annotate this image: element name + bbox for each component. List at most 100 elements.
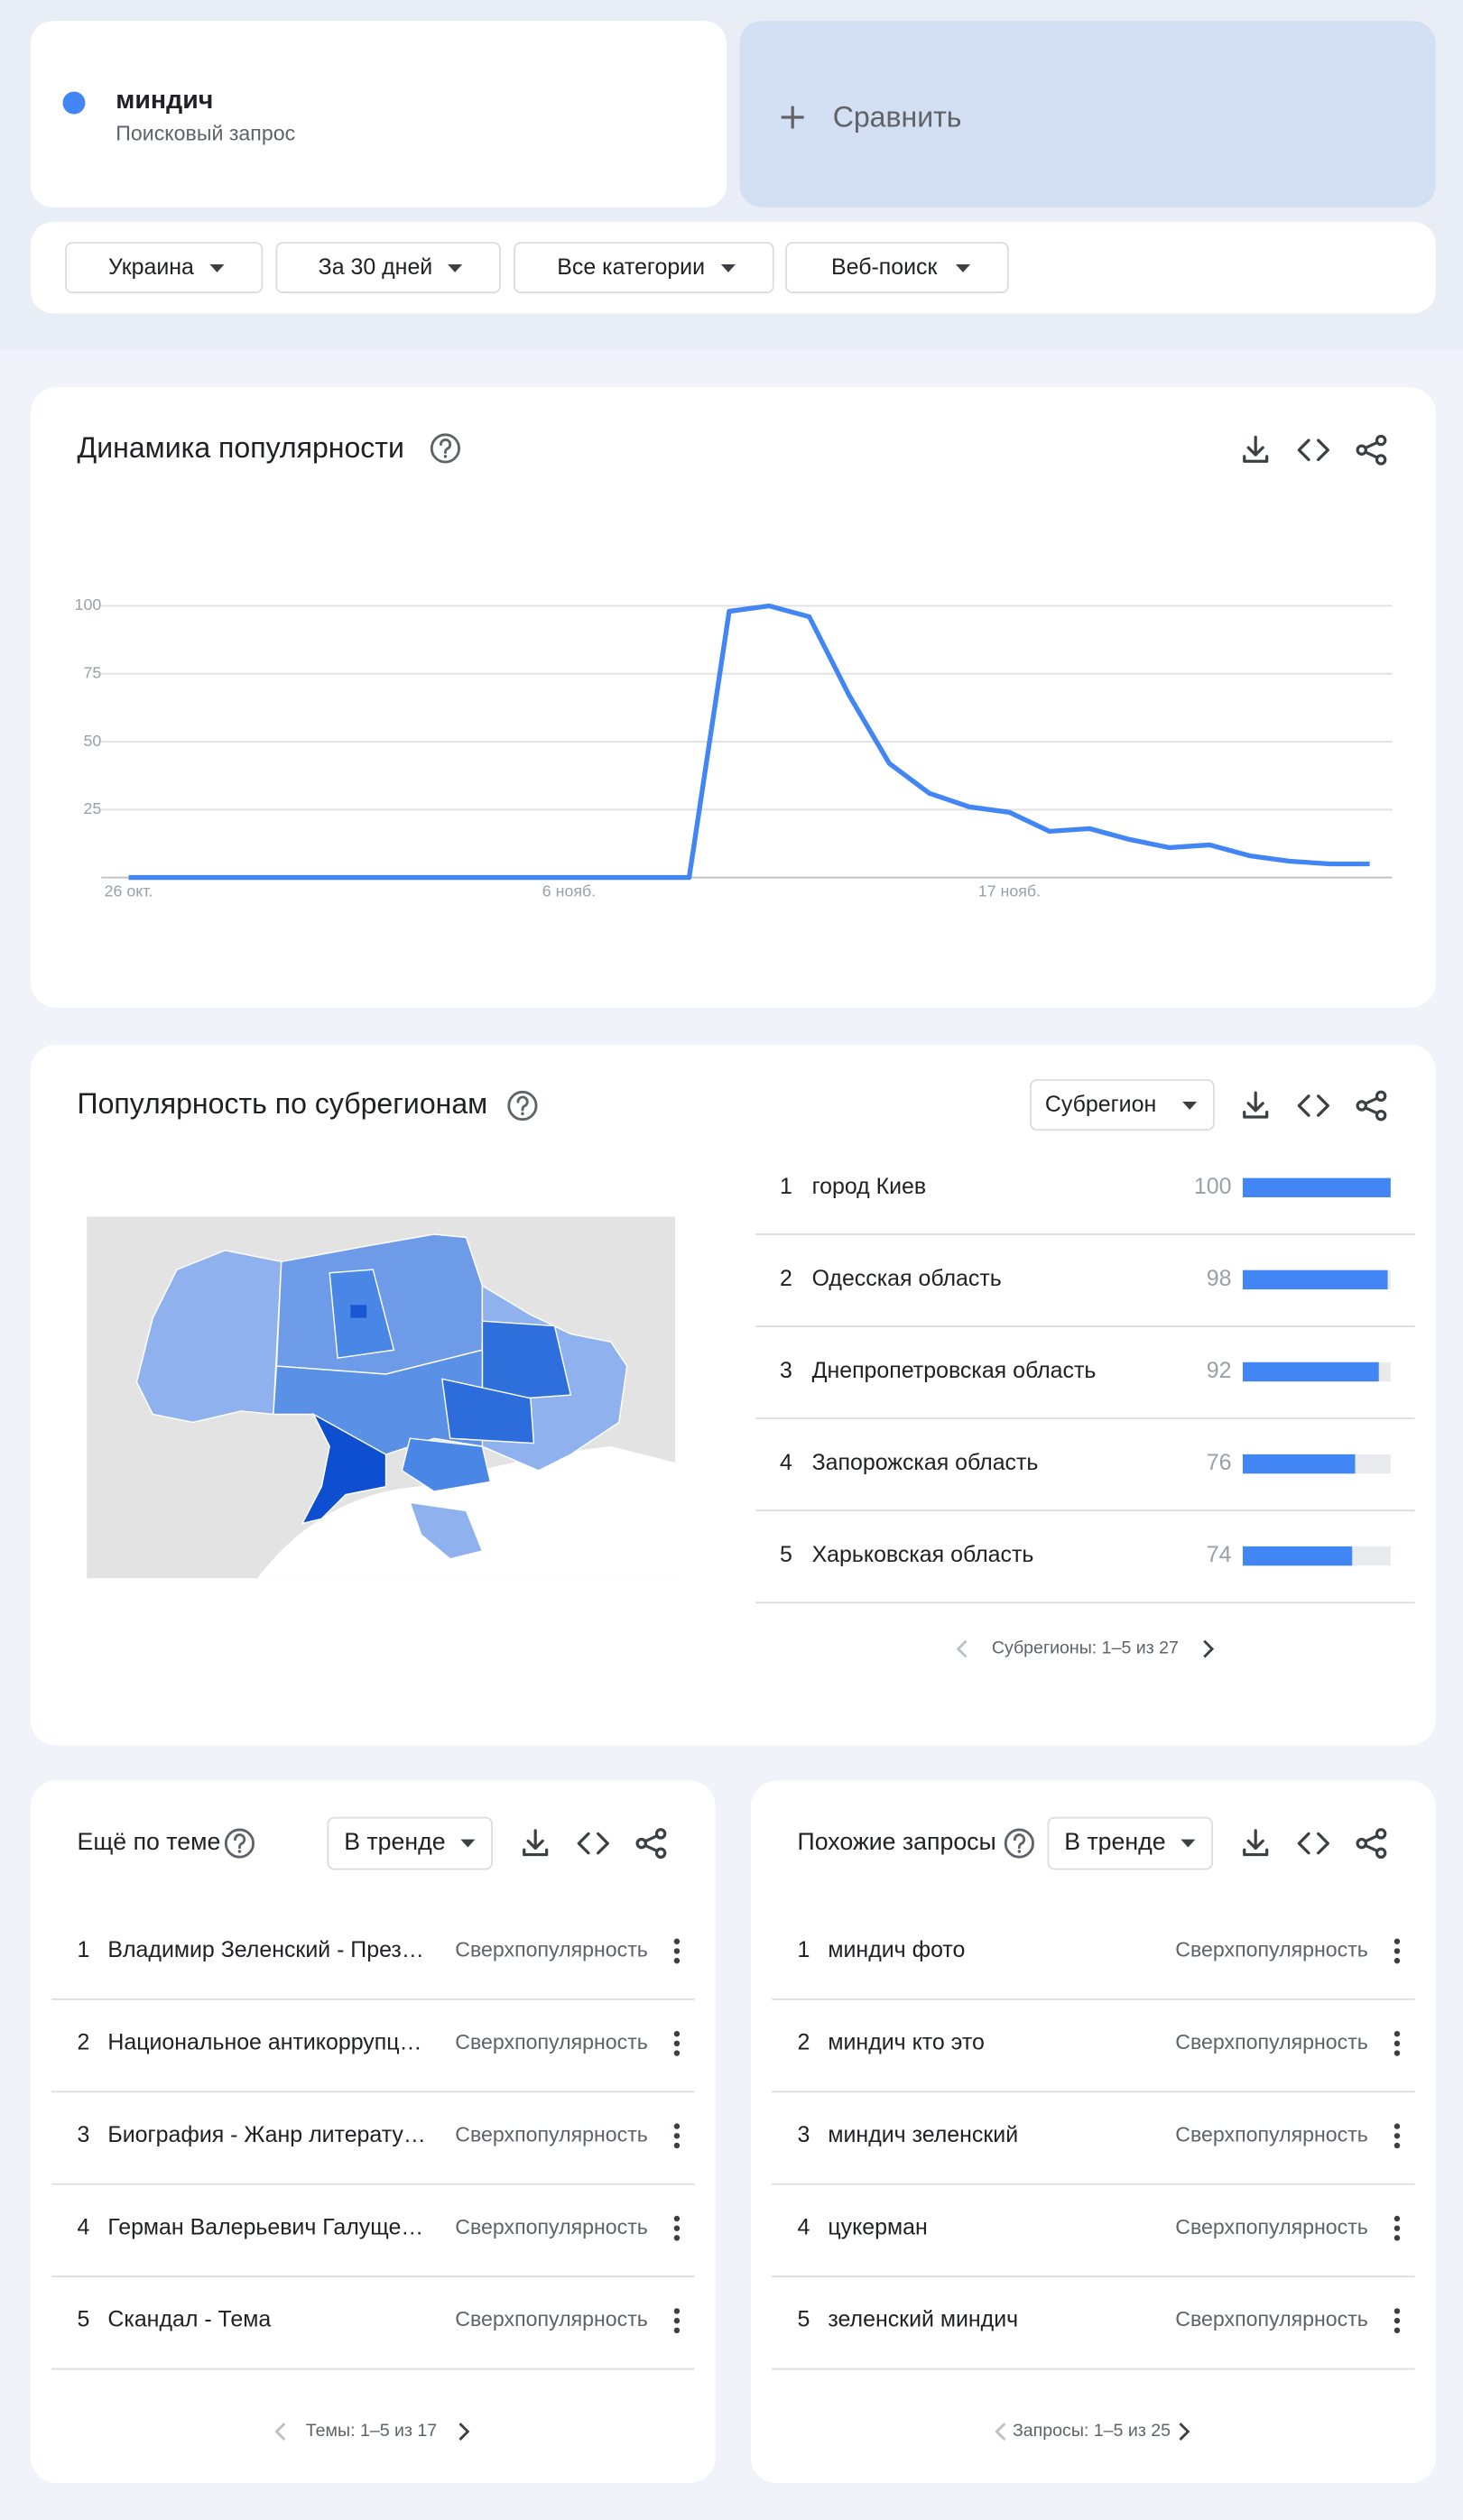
timeline-title: Динамика популярности <box>78 431 404 464</box>
timeline-card <box>30 387 1436 1008</box>
x-tick-label: 26 окт. <box>105 882 153 900</box>
pagination: Субрегионы: 1–5 из 27 <box>992 1638 1179 1658</box>
rank: 1 <box>780 1174 792 1199</box>
region-value: 92 <box>1207 1358 1232 1383</box>
item-name[interactable]: Герман Валерьевич Галуще… <box>107 2214 423 2239</box>
next-arrow[interactable] <box>1203 1639 1215 1658</box>
item-status: Сверхпопулярность <box>455 2030 648 2054</box>
bar <box>1242 1546 1353 1566</box>
list-title: Похожие запросы <box>798 1828 996 1855</box>
item-name[interactable]: зеленский миндич <box>828 2307 1018 2332</box>
prev-arrow[interactable] <box>956 1639 968 1658</box>
y-tick-label: 25 <box>83 799 101 817</box>
list-dropdown[interactable] <box>1047 1816 1213 1870</box>
compare-card[interactable] <box>739 21 1436 208</box>
more-icon[interactable] <box>673 1938 681 1964</box>
rank: 4 <box>780 1450 792 1475</box>
filter-button[interactable] <box>514 242 774 294</box>
rank: 3 <box>780 1358 792 1383</box>
y-tick-label: 75 <box>83 663 101 681</box>
region-value: 76 <box>1207 1450 1232 1475</box>
bar <box>1242 1269 1388 1290</box>
x-tick-label: 17 нояб. <box>978 882 1041 900</box>
list-title: Ещё по теме <box>78 1828 221 1855</box>
regions-title: Популярность по субрегионам <box>78 1087 488 1120</box>
rank: 5 <box>780 1542 792 1567</box>
item-status: Сверхпопулярность <box>1175 1938 1368 1962</box>
term-card[interactable] <box>30 21 727 208</box>
item-name[interactable]: Национальное антикоррупц… <box>107 2029 421 2054</box>
term-subtitle: Поисковый запрос <box>116 122 295 145</box>
filters: Украина За 30 дней Все категории Веб-поиск <box>65 242 1009 294</box>
related-lists: Ещё по теме В тренде 1 Владимир Зеленский -… <box>51 1816 1415 2441</box>
more-icon[interactable] <box>673 2030 681 2056</box>
item-name[interactable]: Скандал - Тема <box>107 2307 271 2332</box>
region-name: Запорожская область <box>812 1450 1039 1475</box>
list-dropdown[interactable] <box>327 1816 493 1870</box>
region-value: 74 <box>1207 1542 1232 1567</box>
rank: 4 <box>798 2214 810 2239</box>
item-status: Сверхпопулярность <box>1175 2030 1368 2054</box>
rank: 2 <box>798 2029 810 2054</box>
more-icon[interactable] <box>1394 2030 1401 2056</box>
more-icon[interactable] <box>673 2215 681 2241</box>
rank: 3 <box>78 2122 90 2147</box>
map-region <box>401 1437 492 1492</box>
map[interactable] <box>87 1216 676 1579</box>
topics-card <box>30 1780 716 2484</box>
next-arrow[interactable] <box>458 2423 470 2441</box>
more-icon[interactable] <box>1394 2308 1401 2334</box>
region-dropdown-label: Субрегион <box>1045 1092 1156 1117</box>
plus-icon <box>781 106 804 129</box>
prev-arrow[interactable] <box>995 2423 1006 2441</box>
region-list: 1 город Киев 100 2 Одесская область 98 3 Днепро… <box>755 1174 1415 1658</box>
prev-arrow[interactable] <box>274 2423 286 2441</box>
rank: 1 <box>798 1937 810 1962</box>
bar <box>1242 1177 1391 1198</box>
item-status: Сверхпопулярность <box>1175 2215 1368 2238</box>
rank: 5 <box>798 2307 810 2332</box>
compare-label: Сравнить <box>833 100 962 133</box>
trend-line <box>128 603 1370 881</box>
item-name[interactable]: цукерман <box>828 2214 927 2239</box>
item-name[interactable]: миндич зеленский <box>828 2122 1018 2147</box>
item-name[interactable]: миндич кто это <box>828 2029 984 2054</box>
filter-button[interactable] <box>785 242 1009 294</box>
map-region <box>301 1412 387 1525</box>
bar <box>1242 1362 1379 1382</box>
more-icon[interactable] <box>673 2308 681 2334</box>
list-dropdown-label: В тренде <box>1064 1828 1165 1855</box>
item-name[interactable]: миндич фото <box>828 1937 965 1962</box>
more-icon[interactable] <box>1394 1938 1401 1964</box>
more-icon[interactable] <box>673 2123 681 2149</box>
region-name: Одесская область <box>812 1266 1002 1291</box>
term: миндич <box>116 86 213 115</box>
item-status: Сверхпопулярность <box>1175 2122 1368 2146</box>
rank: 5 <box>78 2307 90 2332</box>
item-status: Сверхпопулярность <box>455 1938 648 1962</box>
rank: 2 <box>78 2029 90 2054</box>
item-name[interactable]: Владимир Зеленский - През… <box>107 1937 423 1962</box>
term-dot <box>62 91 86 115</box>
rank: 3 <box>798 2122 810 2147</box>
x-tick-label: 6 нояб. <box>542 882 596 900</box>
filter-button[interactable] <box>65 242 264 294</box>
map-region <box>350 1305 367 1318</box>
region-dropdown[interactable] <box>1029 1079 1215 1131</box>
rank: 1 <box>78 1937 90 1962</box>
more-icon[interactable] <box>1394 2123 1401 2149</box>
item-name[interactable]: Биография - Жанр литерату… <box>107 2122 425 2147</box>
rank: 2 <box>780 1266 792 1291</box>
region-name: Днепропетровская область <box>812 1358 1097 1383</box>
map-region <box>409 1501 484 1560</box>
queries-card <box>750 1780 1436 2484</box>
filter-button[interactable] <box>275 242 501 294</box>
next-arrow[interactable] <box>1179 2423 1190 2441</box>
filter-label: Украина <box>108 254 194 280</box>
map-region <box>441 1378 535 1445</box>
filter-label: За 30 дней <box>319 254 433 280</box>
more-icon[interactable] <box>1394 2215 1401 2241</box>
item-status: Сверхпопулярность <box>1175 2307 1368 2331</box>
rank: 4 <box>78 2214 90 2239</box>
